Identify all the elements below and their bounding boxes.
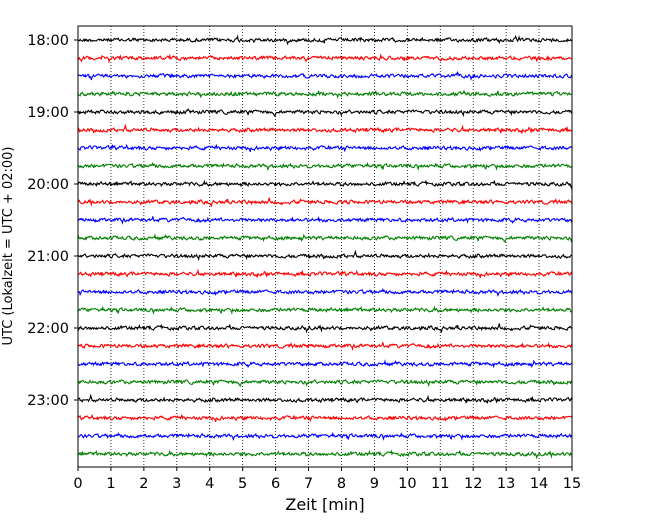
trace-2300 (77, 393, 573, 404)
y-axis-label: UTC (Lokalzeit = UTC + 02:00) (1, 147, 16, 346)
y-axis: 18:00 19:00 20:00 21:00 22:00 23:00 (27, 33, 78, 409)
x-tick-label: 6 (271, 476, 280, 492)
trace-1900 (77, 108, 573, 118)
x-tick-label: 8 (337, 476, 346, 492)
y-tick-label: 22:00 (27, 321, 69, 337)
trace-2230 (77, 359, 573, 369)
y-tick-label: 21:00 (27, 249, 69, 265)
x-tick-label: 15 (563, 476, 581, 492)
trace-1845 (77, 89, 573, 99)
trace-2145 (77, 305, 573, 315)
trace-2215 (77, 342, 573, 351)
x-tick-label: 12 (464, 476, 482, 492)
trace-2200 (77, 323, 573, 334)
trace-1800 (77, 34, 573, 46)
trace-1930 (77, 143, 573, 153)
x-tick-label: 5 (238, 476, 247, 492)
x-tick-label: 7 (304, 476, 313, 492)
trace-2245 (77, 378, 573, 388)
x-tick-label: 1 (106, 476, 115, 492)
trace-1945 (77, 161, 573, 172)
x-tick-label: 2 (139, 476, 148, 492)
trace-2330 (77, 431, 573, 442)
trace-1915 (77, 123, 573, 134)
trace-2000 (77, 179, 573, 190)
trace-2130 (77, 287, 573, 298)
y-tick-label: 20:00 (27, 177, 69, 193)
y-tick-label: 19:00 (27, 105, 69, 121)
x-tick-label: 11 (431, 476, 449, 492)
plot-frame (77, 25, 573, 468)
trace-2115 (77, 268, 573, 279)
x-tick-label: 9 (370, 476, 379, 492)
trace-2100 (77, 249, 573, 262)
trace-1815 (77, 53, 573, 64)
trace-2315 (77, 413, 573, 423)
y-tick-label: 23:00 (27, 393, 69, 409)
y-tick-label: 18:00 (27, 33, 69, 49)
x-tick-label: 14 (530, 476, 548, 492)
x-tick-label: 13 (497, 476, 515, 492)
x-tick-label: 3 (172, 476, 181, 492)
x-tick-label: 0 (73, 476, 82, 492)
seismic-traces (77, 34, 573, 460)
x-axis-label: Zeit [min] (285, 495, 364, 514)
trace-1830 (77, 70, 573, 81)
trace-2045 (77, 233, 573, 243)
x-tick-label: 4 (205, 476, 214, 492)
x-tick-label: 10 (398, 476, 416, 492)
trace-2345 (77, 449, 573, 460)
trace-2015 (77, 197, 573, 207)
trace-2030 (77, 216, 573, 225)
x-axis: 0 1 2 3 4 5 6 7 8 9 10 11 12 13 14 15 (73, 467, 581, 492)
